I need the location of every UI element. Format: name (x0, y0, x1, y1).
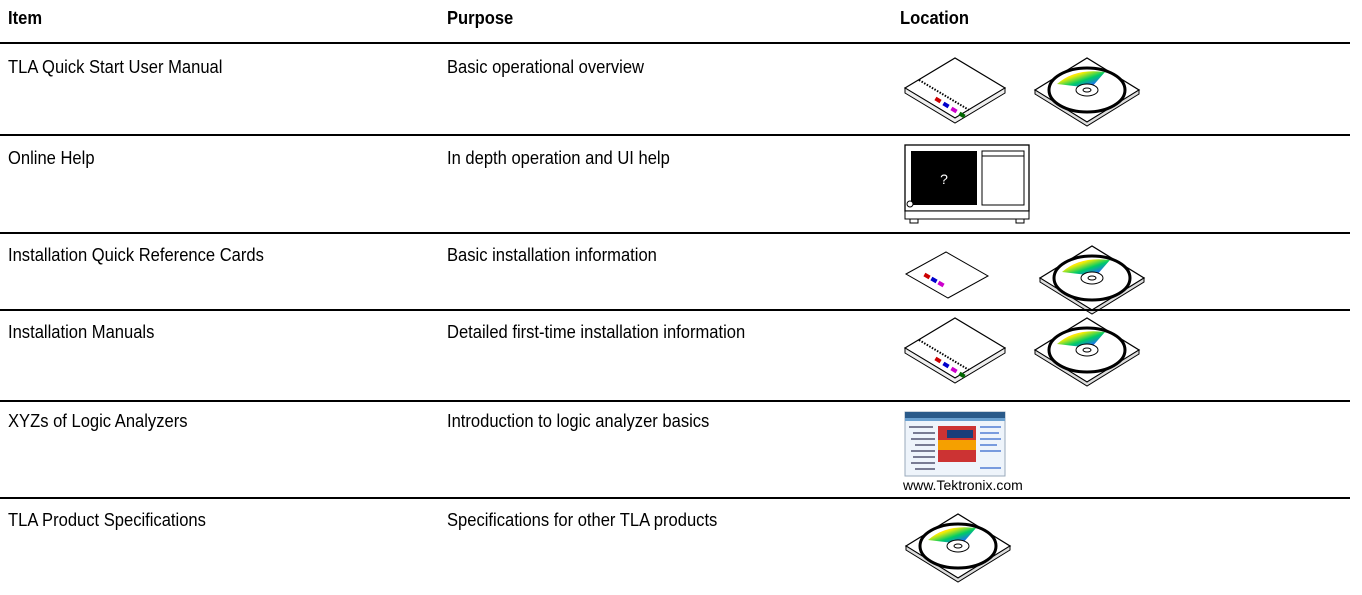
icon-text: ? (940, 171, 948, 187)
row-rule (0, 232, 1350, 234)
row-rule (0, 309, 1350, 311)
monitor-icon: ? (904, 144, 1030, 224)
caption: www.Tektronix.com (903, 477, 1023, 493)
manual-icon (904, 57, 1006, 124)
item: Installation Manuals (8, 322, 155, 342)
purpose: Detailed first-time installation informa… (447, 322, 746, 342)
column-header: Item (8, 8, 43, 28)
column-header: Purpose (447, 8, 514, 28)
column-header: Location (900, 8, 969, 28)
row-rule (0, 134, 1350, 136)
card-icon (904, 251, 990, 299)
manual-icon (904, 317, 1006, 384)
item: XYZs of Logic Analyzers (8, 411, 188, 431)
cd-icon (1033, 56, 1141, 128)
item: Online Help (8, 148, 95, 168)
purpose: Basic operational overview (447, 57, 644, 77)
cd-icon (904, 512, 1012, 584)
cd-icon (1033, 316, 1141, 388)
item: TLA Quick Start User Manual (8, 57, 223, 77)
purpose: Specifications for other TLA products (447, 510, 718, 530)
row-rule (0, 497, 1350, 499)
cd-icon (1038, 244, 1146, 316)
header-rule (0, 42, 1350, 44)
purpose: Basic installation information (447, 245, 657, 265)
purpose: In depth operation and UI help (447, 148, 670, 168)
item: Installation Quick Reference Cards (8, 245, 264, 265)
item: TLA Product Specifications (8, 510, 206, 530)
purpose: Introduction to logic analyzer basics (447, 411, 710, 431)
website-thumbnail (904, 411, 1006, 477)
row-rule (0, 400, 1350, 402)
